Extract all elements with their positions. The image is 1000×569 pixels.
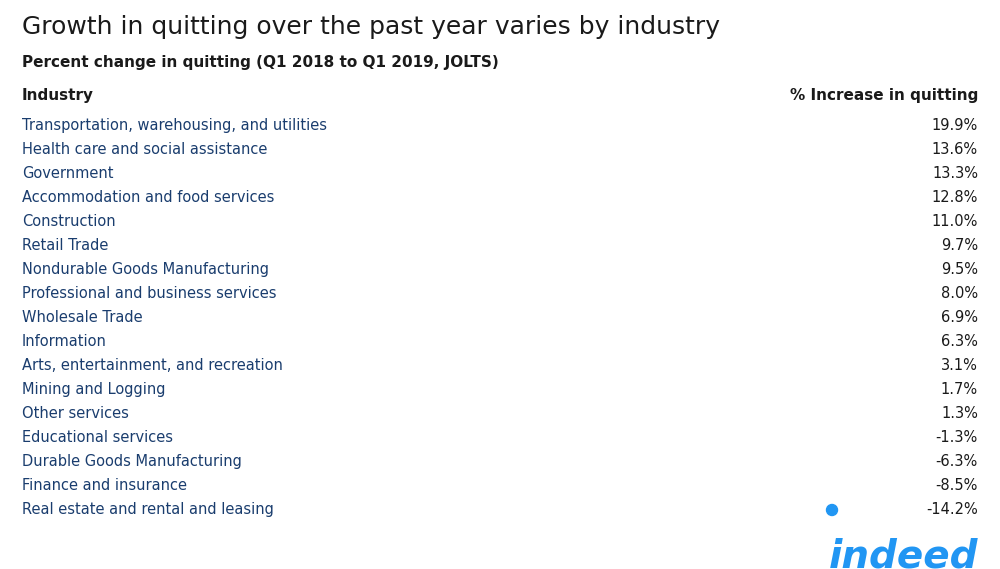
- Text: Nondurable Goods Manufacturing: Nondurable Goods Manufacturing: [22, 262, 269, 277]
- Text: 3.1%: 3.1%: [941, 358, 978, 373]
- Text: 8.0%: 8.0%: [941, 286, 978, 301]
- Text: Percent change in quitting (Q1 2018 to Q1 2019, JOLTS): Percent change in quitting (Q1 2018 to Q…: [22, 55, 499, 70]
- Text: 9.7%: 9.7%: [941, 238, 978, 253]
- Text: 9.5%: 9.5%: [941, 262, 978, 277]
- Text: 13.6%: 13.6%: [932, 142, 978, 157]
- Text: 1.3%: 1.3%: [941, 406, 978, 421]
- Text: -8.5%: -8.5%: [936, 478, 978, 493]
- Text: 19.9%: 19.9%: [932, 118, 978, 133]
- Text: -14.2%: -14.2%: [926, 502, 978, 517]
- Text: Mining and Logging: Mining and Logging: [22, 382, 166, 397]
- Text: Other services: Other services: [22, 406, 129, 421]
- Text: Educational services: Educational services: [22, 430, 173, 445]
- Text: Health care and social assistance: Health care and social assistance: [22, 142, 267, 157]
- Text: 11.0%: 11.0%: [932, 214, 978, 229]
- Text: Accommodation and food services: Accommodation and food services: [22, 190, 274, 205]
- Text: % Increase in quitting: % Increase in quitting: [790, 88, 978, 103]
- Text: Arts, entertainment, and recreation: Arts, entertainment, and recreation: [22, 358, 283, 373]
- Circle shape: [826, 505, 838, 516]
- Text: Government: Government: [22, 166, 114, 181]
- Text: 1.7%: 1.7%: [941, 382, 978, 397]
- Text: 12.8%: 12.8%: [932, 190, 978, 205]
- Text: Construction: Construction: [22, 214, 116, 229]
- Text: Wholesale Trade: Wholesale Trade: [22, 310, 143, 325]
- Text: Retail Trade: Retail Trade: [22, 238, 108, 253]
- Text: 13.3%: 13.3%: [932, 166, 978, 181]
- Text: -1.3%: -1.3%: [936, 430, 978, 445]
- Text: 6.9%: 6.9%: [941, 310, 978, 325]
- Text: Industry: Industry: [22, 88, 94, 103]
- Text: indeed: indeed: [828, 538, 978, 569]
- Text: Real estate and rental and leasing: Real estate and rental and leasing: [22, 502, 274, 517]
- Text: Information: Information: [22, 334, 107, 349]
- Text: Professional and business services: Professional and business services: [22, 286, 276, 301]
- Text: Growth in quitting over the past year varies by industry: Growth in quitting over the past year va…: [22, 15, 720, 39]
- Text: Transportation, warehousing, and utilities: Transportation, warehousing, and utiliti…: [22, 118, 327, 133]
- Text: 6.3%: 6.3%: [941, 334, 978, 349]
- Text: Durable Goods Manufacturing: Durable Goods Manufacturing: [22, 454, 242, 469]
- Text: Finance and insurance: Finance and insurance: [22, 478, 187, 493]
- Text: -6.3%: -6.3%: [936, 454, 978, 469]
